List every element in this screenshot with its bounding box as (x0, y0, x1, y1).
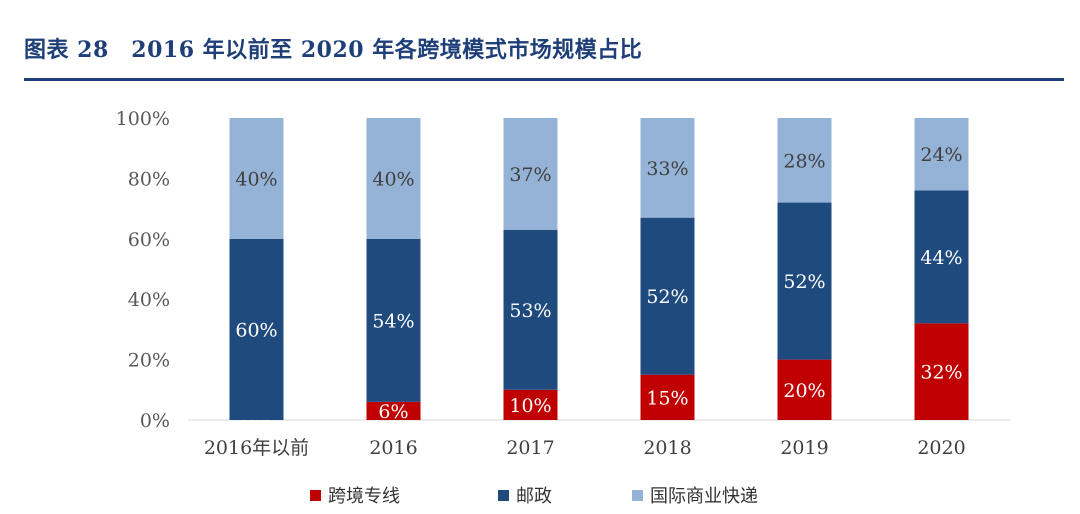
legend-swatch (632, 489, 643, 501)
data-label: 53% (509, 300, 551, 322)
data-label: 44% (920, 247, 962, 269)
data-label: 52% (783, 271, 825, 293)
chart-legend: 跨境专线 邮政 国际商业快递 (0, 482, 1080, 508)
bar-segment (777, 359, 832, 420)
legend-item-intl-express: 国际商业快递 (632, 482, 758, 508)
data-label: 60% (235, 319, 277, 341)
y-tick-label: 0% (140, 410, 170, 432)
bar-segment (366, 238, 421, 402)
y-tick-label: 80% (128, 168, 170, 190)
x-tick-label: 2016 (369, 437, 417, 459)
legend-item-cross-border-line: 跨境专线 (310, 482, 400, 508)
y-tick-label: 40% (128, 289, 170, 311)
bar-segment (640, 118, 695, 218)
data-label: 52% (646, 286, 688, 308)
bar-segment (914, 118, 969, 191)
data-label: 28% (783, 150, 825, 172)
bar-segment (777, 202, 832, 360)
y-tick-label: 100% (116, 108, 170, 130)
x-tick-label: 2019 (780, 437, 828, 459)
bar-segment (503, 118, 558, 230)
bar-segment (640, 374, 695, 420)
legend-item-postal: 邮政 (498, 482, 552, 508)
x-tick-label: 2018 (643, 437, 691, 459)
bar-segment (366, 118, 421, 239)
data-label: 15% (646, 387, 688, 409)
data-label: 20% (783, 380, 825, 402)
x-tick-label: 2016年以前 (204, 437, 309, 459)
bar-segment (503, 389, 558, 420)
data-label: 54% (372, 310, 414, 332)
figure-title: 图表 28 2016 年以前至 2020 年各跨境模式市场规模占比 (24, 37, 643, 63)
bar-segment (503, 229, 558, 390)
data-label: 24% (920, 144, 962, 166)
bar-segment (229, 118, 284, 239)
x-tick-label: 2020 (917, 437, 965, 459)
data-label: 40% (235, 168, 277, 190)
legend-swatch (498, 489, 509, 501)
y-tick-label: 60% (128, 229, 170, 251)
y-tick-label: 20% (128, 350, 170, 372)
bar-segment (914, 323, 969, 420)
data-label: 40% (372, 168, 414, 190)
title-divider (24, 78, 1064, 81)
data-label: 32% (920, 362, 962, 384)
x-tick-label: 2017 (506, 437, 554, 459)
bar-segment (777, 118, 832, 203)
bar-segment (366, 401, 421, 420)
figure-title-bar: 图表 28 2016 年以前至 2020 年各跨境模式市场规模占比 (24, 32, 1064, 72)
bar-segment (914, 190, 969, 324)
data-label: 33% (646, 158, 688, 180)
legend-label: 邮政 (516, 486, 552, 507)
data-label: 6% (378, 401, 408, 423)
data-label: 37% (509, 164, 551, 186)
legend-swatch (310, 489, 321, 501)
bar-segment (640, 217, 695, 375)
data-label: 10% (509, 395, 551, 417)
bar-segment (229, 238, 284, 420)
legend-label: 国际商业快递 (650, 486, 758, 507)
legend-label: 跨境专线 (328, 486, 400, 507)
